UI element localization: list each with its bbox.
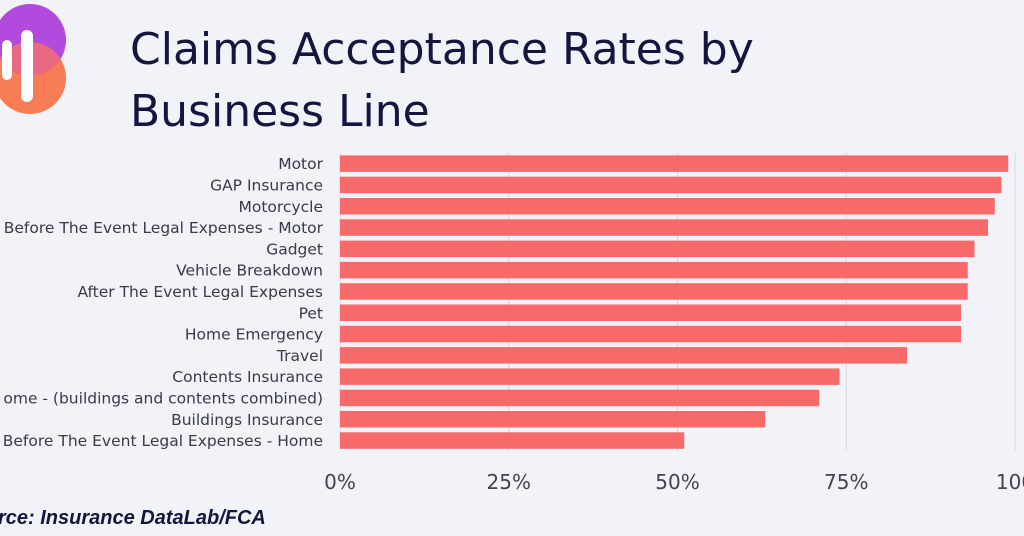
- bar-0: [340, 155, 1009, 172]
- bar-1: [340, 176, 1002, 194]
- category-label-11: ome - (buildings and contents combined): [3, 389, 323, 407]
- x-tick-label-0: 0%: [324, 470, 356, 494]
- bar-3: [340, 219, 988, 236]
- category-label-4: Gadget: [266, 240, 323, 258]
- x-tick-label-25: 25%: [487, 470, 531, 494]
- category-label-6: After The Event Legal Expenses: [77, 283, 323, 301]
- chart-title-line-1: Claims Acceptance Rates by: [130, 24, 754, 75]
- bar-12: [340, 411, 766, 428]
- source-note: rce: Insurance DataLab/FCA: [0, 507, 266, 529]
- bar-11: [340, 389, 820, 407]
- chart-title-line-2: Business Line: [130, 86, 430, 137]
- bar-4: [340, 240, 975, 258]
- x-tick-label-75: 75%: [824, 470, 868, 494]
- category-label-2: Motorcycle: [238, 198, 323, 216]
- x-axis-ticks: 0% 25% 50% 75% 100: [324, 470, 1024, 494]
- category-label-9: Travel: [276, 347, 323, 365]
- bar-5: [340, 261, 968, 279]
- category-label-13: Before The Event Legal Expenses - Home: [3, 432, 323, 450]
- category-label-1: GAP Insurance: [210, 176, 323, 194]
- category-labels: Motor GAP Insurance Motorcycle Before The E…: [3, 155, 324, 450]
- bar-chart-logo-icon: [0, 4, 66, 114]
- bar-10: [340, 368, 840, 385]
- category-label-7: Pet: [299, 304, 323, 322]
- category-label-8: Home Emergency: [185, 326, 323, 344]
- x-tick-label-50: 50%: [655, 470, 699, 494]
- bar-8: [340, 325, 961, 343]
- category-label-5: Vehicle Breakdown: [176, 262, 323, 280]
- category-label-12: Buildings Insurance: [171, 411, 323, 429]
- bar-9: [340, 347, 907, 364]
- bar-13: [340, 432, 685, 449]
- category-label-10: Contents Insurance: [172, 368, 323, 386]
- bar-2: [340, 198, 995, 215]
- category-label-0: Motor: [278, 155, 323, 173]
- category-label-3: Before The Event Legal Expenses - Motor: [4, 219, 324, 237]
- bars: [340, 155, 1009, 449]
- x-gridlines: [339, 153, 1016, 452]
- bar-7: [340, 304, 961, 321]
- bar-6: [340, 283, 968, 300]
- x-tick-label-100: 100: [996, 470, 1024, 494]
